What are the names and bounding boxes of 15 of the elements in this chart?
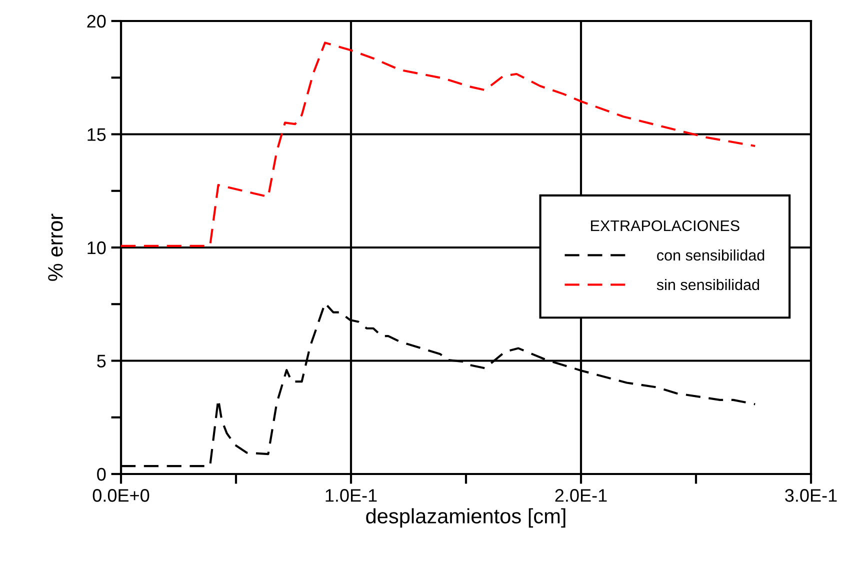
legend-label: con sensibilidad [657,249,764,261]
x-tick-label: 1.0E-1 [326,489,377,502]
y-tick-label: 10 [88,241,106,254]
x-axis-title: desplazamientos [cm] [366,508,566,528]
legend-label: sin sensibilidad [656,278,760,290]
x-tick-label: 0.0E+0 [92,489,150,502]
x-tick-label: 2.0E-1 [555,489,607,502]
line-series [121,42,756,247]
legend-title: EXTRAPOLACIONES [591,220,740,232]
y-tick-label: 5 [97,354,106,368]
y-tick-label: 20 [87,14,106,28]
y-tick-label: 0 [97,468,106,481]
y-axis-title: % error [48,214,63,281]
y-tick-label: 15 [88,128,106,141]
x-tick-label: 3.0E-1 [785,489,837,502]
